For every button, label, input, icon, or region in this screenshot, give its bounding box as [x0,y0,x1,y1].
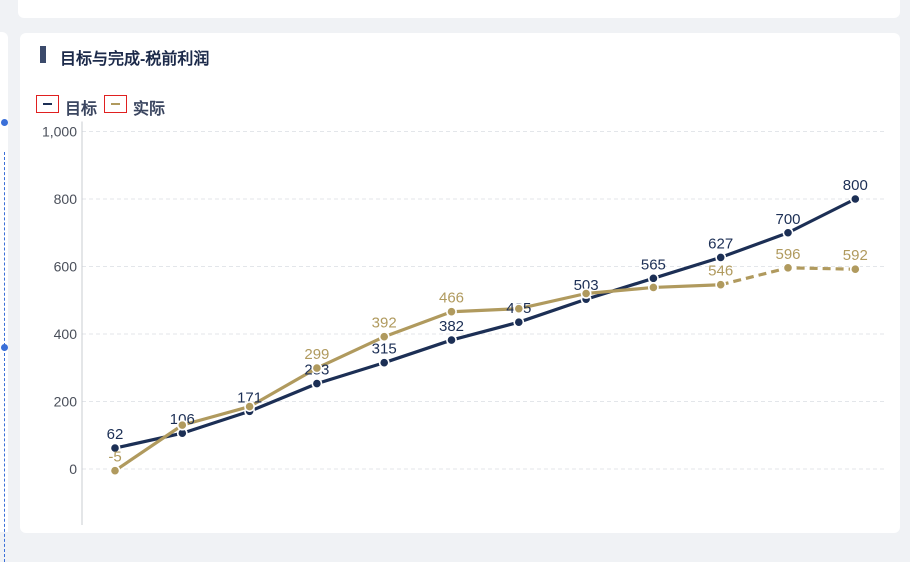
data-point-target [446,334,457,346]
data-point-actual [648,282,659,293]
chart-title: 目标与完成-税前利润 [60,51,210,68]
data-point-actual [244,401,255,412]
data-label-target: 171 [237,389,262,406]
series-line-target [113,197,857,450]
data-label-actual: -5 [108,449,121,466]
top-card [18,0,900,18]
data-point-target [378,357,390,369]
data-label-actual: 392 [372,315,397,332]
data-label-target: 800 [843,177,868,194]
data-point-target [648,272,659,284]
data-label-target: 62 [107,426,124,443]
data-point-actual [849,263,861,275]
left-dashed-connector [4,152,5,562]
data-point-target [715,251,727,263]
y-tick-label: 800 [54,191,78,207]
data-point-actual [446,306,457,318]
data-point-target [513,316,525,328]
chart-card: 目标与完成-税前利润 目标 实际 [20,33,900,533]
connector-dot-middle [1,344,8,351]
y-tick-label: 600 [54,259,78,275]
data-point-actual [378,331,390,343]
legend-line-actual-icon [111,103,120,105]
data-label-target: 700 [775,211,800,228]
data-point-actual [513,303,525,315]
data-label-actual: 596 [775,246,800,263]
y-tick-label: 0 [69,461,77,477]
data-point-target [782,227,794,239]
data-label-actual: 299 [304,346,329,363]
data-label-actual: 466 [439,290,464,307]
legend-label-actual: 实际 [133,101,166,118]
y-tick-label: 200 [54,394,78,410]
data-point-actual [715,279,727,291]
connector-dot-top [1,119,8,126]
data-label-target: 382 [439,318,464,335]
y-tick-label: 400 [54,326,78,342]
data-point-actual [782,262,794,274]
data-label-target: 503 [574,277,599,294]
data-point-target [109,442,121,454]
series-line-actual [113,283,723,473]
legend-line-target-icon [43,103,52,105]
data-point-actual [176,419,188,431]
data-label-target: 627 [708,235,733,252]
legend-swatch-target [36,95,59,113]
line-chart: 1,0008006004002000-200621061712533153824… [42,121,885,525]
title-accent-bar [40,46,46,63]
data-point-actual [109,465,121,477]
data-label-actual: 592 [843,247,868,264]
legend-label-target: 目标 [65,101,98,118]
data-point-target [311,378,323,390]
data-point-target [849,193,861,205]
left-side-panel [0,32,8,562]
y-tick-label: 1,000 [42,124,77,140]
data-label-actual: 546 [708,263,733,280]
data-label-target: 565 [641,256,666,273]
legend-swatch-actual [104,95,127,113]
data-label-target: 315 [372,341,397,358]
data-point-actual [580,288,592,299]
data-point-actual [311,362,323,374]
